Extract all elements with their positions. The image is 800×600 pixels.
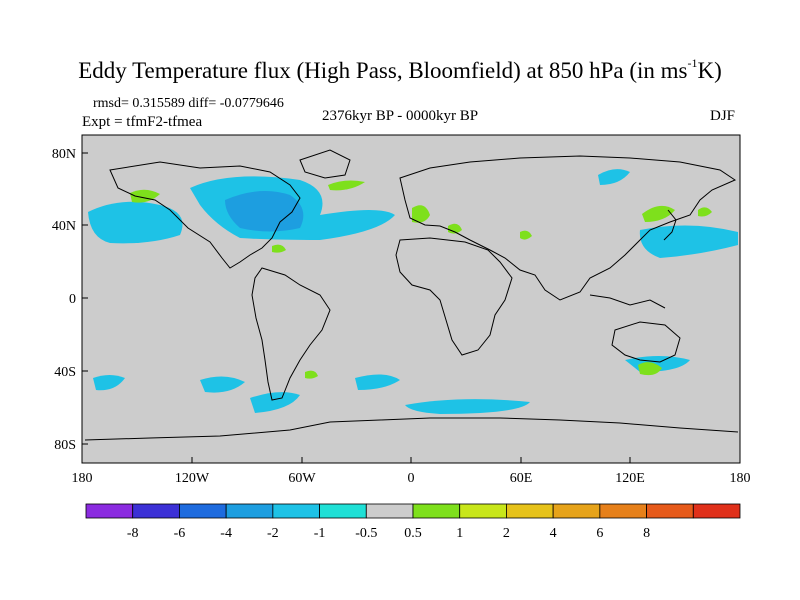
colorbar-swatch <box>319 503 367 519</box>
kamchatka-positive-region <box>698 207 712 217</box>
south-pacific-negative-region <box>200 376 245 393</box>
colorbar-swatch <box>179 503 227 519</box>
colorbar-swatch <box>646 503 694 519</box>
x-tick-label: 60E <box>510 471 533 486</box>
y-tick-label: 80S <box>54 438 76 453</box>
japan-positive-region <box>642 205 675 222</box>
coastlines <box>84 149 739 441</box>
indonesia-coastline <box>589 294 666 309</box>
colorbar-swatch <box>599 503 647 519</box>
y-axis <box>82 152 88 445</box>
southern-ocean-negative-region <box>405 399 530 414</box>
drake-passage-negative-region <box>250 392 300 413</box>
y-tick-label: 40N <box>52 219 76 234</box>
colorbar-label: 6 <box>596 526 603 541</box>
australia-positive-region <box>638 362 662 376</box>
experiment-label: Expt = tfmF2-tfmea <box>82 114 203 130</box>
antarctica-coastline <box>84 417 739 441</box>
south-america-coastline <box>251 267 331 401</box>
x-axis <box>81 457 741 463</box>
colorbar-swatch <box>459 503 507 519</box>
colorbar-swatch <box>412 503 461 519</box>
siberia-negative-region <box>598 169 630 185</box>
colorbar-label: -2 <box>267 526 279 541</box>
colorbar-swatch <box>365 503 414 519</box>
south-atlantic-negative-region <box>93 375 125 391</box>
colorbar-label: -0.5 <box>355 526 377 541</box>
south-indian-negative-region <box>355 374 400 390</box>
greenland-coastline <box>299 149 351 179</box>
gulf-positive-region <box>272 244 286 253</box>
x-tick-label: 60W <box>288 471 316 486</box>
colorbar-swatch <box>272 503 320 519</box>
australia-coastline <box>611 321 681 363</box>
colorbar-swatch <box>506 503 554 519</box>
x-tick-label: 120W <box>175 471 210 486</box>
plot-title: Eddy Temperature flux (High Pass, Bloomf… <box>78 56 722 83</box>
north-atlantic-core-region <box>225 191 304 232</box>
north-america-coastline <box>109 161 301 269</box>
colorbar: -8 -6 -4 -2 -1 -0.5 0.5 1 2 4 6 8 <box>85 503 741 541</box>
colorbar-label: 0.5 <box>404 526 422 541</box>
north-pacific-positive-region <box>130 189 160 203</box>
x-tick-label: 180 <box>730 471 751 486</box>
colorbar-label: 2 <box>503 526 510 541</box>
colorbar-label: -6 <box>174 526 186 541</box>
south-atlantic-positive-region <box>305 370 318 379</box>
africa-coastline <box>395 237 513 356</box>
x-tick-label: 180 <box>72 471 93 486</box>
north-pacific-west-negative-region <box>639 225 738 258</box>
x-tick-label: 0 <box>408 471 415 486</box>
period-label: 2376kyr BP - 0000kyr BP <box>322 108 479 124</box>
colorbar-label: 8 <box>643 526 650 541</box>
map-background <box>81 134 741 464</box>
rmsd-diff-label: rmsd= 0.315589 diff= -0.0779646 <box>93 96 284 111</box>
season-label: DJF <box>710 108 736 124</box>
eurasia-positive-region <box>520 230 532 240</box>
mediterranean-positive-region <box>412 205 430 223</box>
anomaly-fields <box>88 169 738 414</box>
colorbar-swatch <box>132 503 180 519</box>
y-tick-label: 40S <box>54 365 76 380</box>
japan-coastline <box>663 209 677 241</box>
colorbar-label: 1 <box>456 526 463 541</box>
colorbar-label: 4 <box>550 526 557 541</box>
eurasia-coastline <box>399 155 737 301</box>
colorbar-label: -8 <box>127 526 139 541</box>
north-pacific-east-negative-region <box>88 201 183 244</box>
y-tick-label: 0 <box>69 292 76 307</box>
colorbar-swatch <box>552 503 601 519</box>
colorbar-label: -1 <box>314 526 326 541</box>
x-tick-label: 120E <box>615 471 645 486</box>
arctic-positive-region <box>328 180 365 191</box>
colorbar-swatch <box>225 503 274 519</box>
colorbar-swatch <box>692 503 741 519</box>
colorbar-label: -4 <box>220 526 232 541</box>
colorbar-swatch <box>85 503 134 519</box>
y-tick-label: 80N <box>52 147 76 162</box>
